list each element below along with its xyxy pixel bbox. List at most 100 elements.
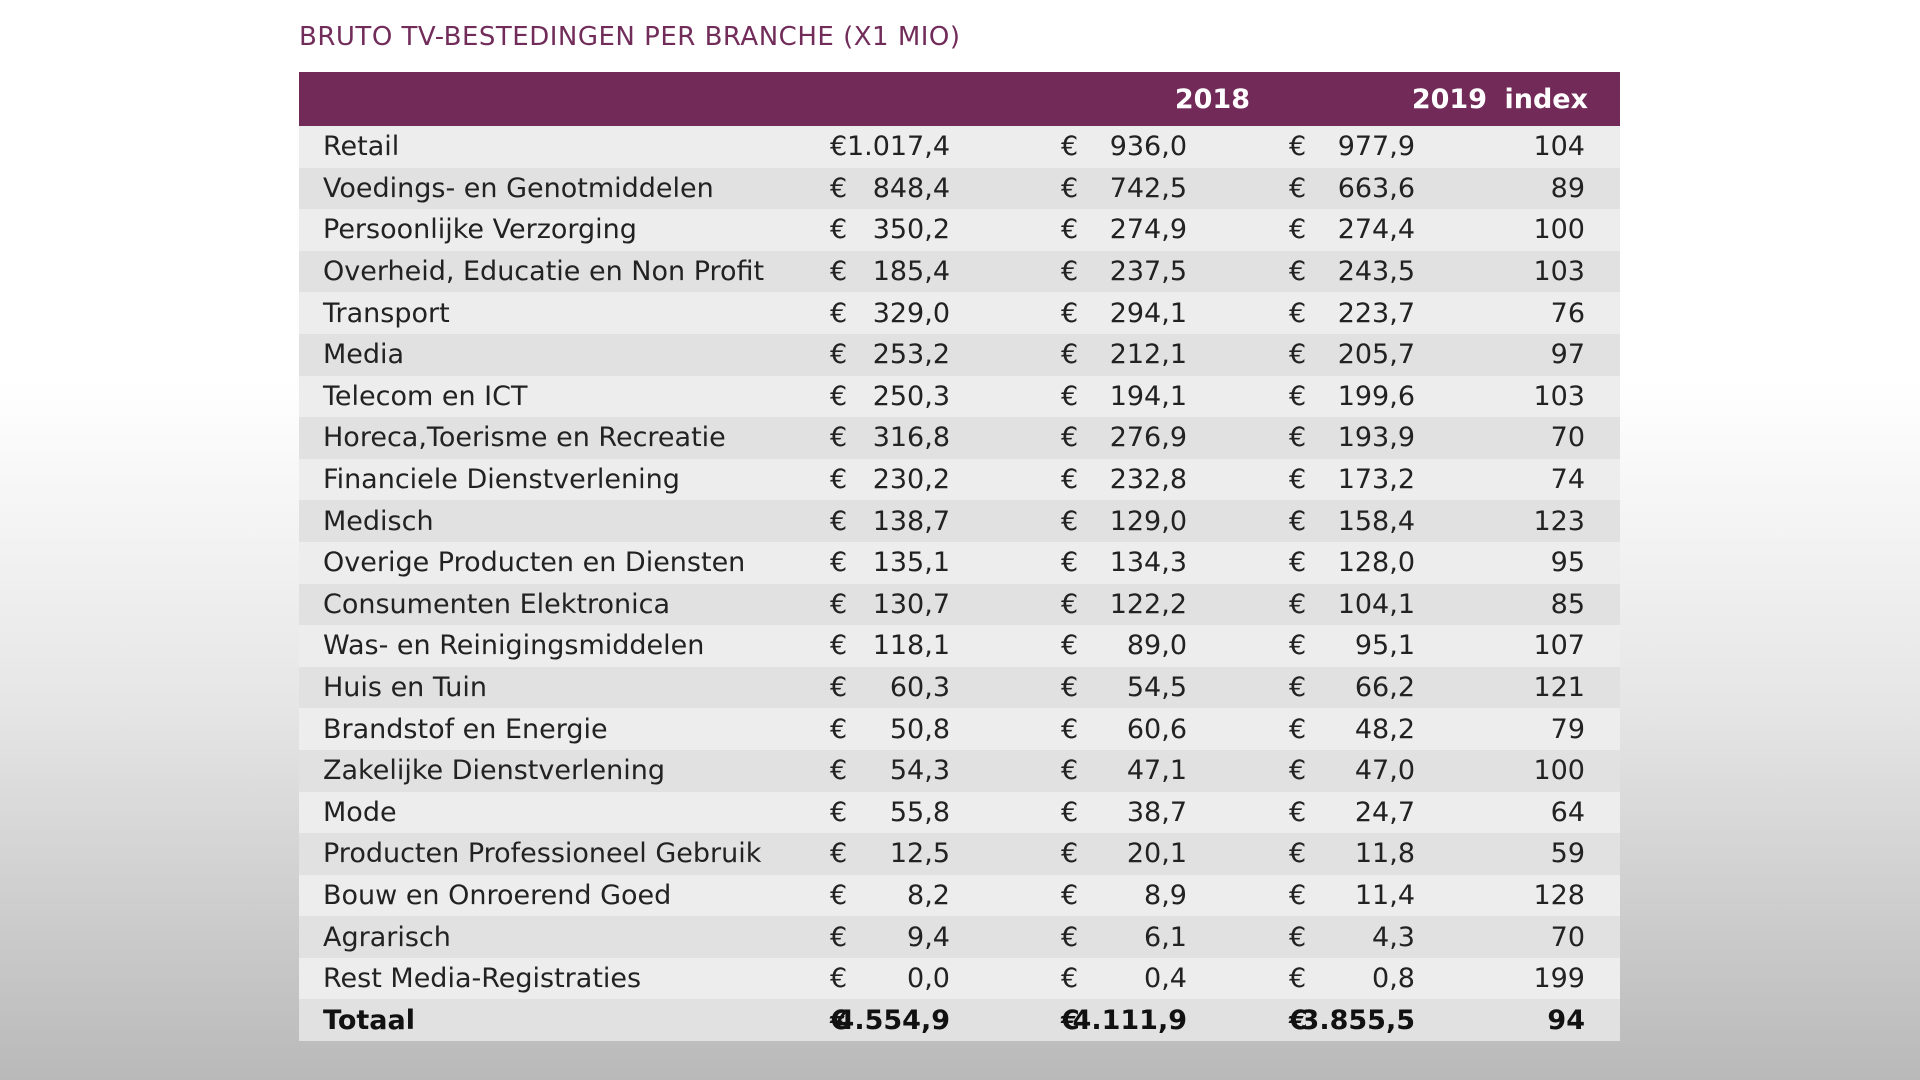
branche-label: Horeca,Toerisme en Recreatie [323,422,726,454]
currency-symbol: € [1289,1004,1308,1036]
currency-symbol: € [1289,796,1307,828]
branche-label: Media [323,339,405,371]
value-2018: 316,8 [872,422,950,454]
currency-symbol: € [830,464,848,496]
value-2018: 350,2 [872,214,950,246]
currency-symbol: € [1061,214,1079,246]
branche-label: Medisch [323,505,434,537]
value-2019: 129,0 [1109,505,1187,537]
branche-label: Voedings- en Genotmiddelen [323,172,714,204]
value-2020: 4,3 [1372,921,1415,953]
table-row: Persoonlijke Verzorging €350,2 €274,9 €274,… [299,209,1620,251]
currency-symbol: € [1289,505,1307,537]
table-row: Was- en Reinigingsmiddelen €118,1 €89,0 €95… [299,625,1620,667]
table-header: 2018 2019 2020 index [299,72,1715,126]
branche-label: Huis en Tuin [323,672,487,704]
index-value: 107 [1533,630,1585,662]
value-2020: 11,4 [1354,879,1415,911]
value-2018: 138,7 [872,505,950,537]
currency-symbol: € [830,256,848,288]
table-row: Overheid, Educatie en Non Profit €185,4 €2… [299,250,1620,293]
index-value: 128 [1533,879,1585,911]
table-row: Media €253,2 €212,1 €205,7 97 [299,333,1620,376]
currency-symbol: € [1289,921,1307,953]
branche-label: Overheid, Educatie en Non Profit [323,256,765,288]
currency-symbol: € [1289,963,1307,995]
value-2018: 135,1 [872,547,950,579]
value-2018: 0,0 [907,963,950,995]
index-value: 100 [1533,214,1585,246]
currency-symbol: € [1289,713,1307,745]
currency-symbol: € [1289,672,1307,704]
index-value: 100 [1533,755,1585,787]
table-row: Huis en Tuin €60,3 €54,5 €66,2 121 [299,666,1620,709]
value-2018: 12,5 [889,838,950,870]
table-title: BRUTO TV-BESTEDINGEN PER BRANCHE (X1 MIO… [299,22,961,52]
value-2019: 212,1 [1109,339,1187,371]
index-value: 76 [1550,297,1585,329]
currency-symbol: € [830,339,848,371]
table-row: Zakelijke Dienstverlening €54,3 €47,1 €47,0… [299,749,1620,792]
branche-label: Persoonlijke Verzorging [323,214,637,246]
currency-symbol: € [1061,380,1079,412]
branche-label: Retail [323,131,400,163]
currency-symbol: € [830,131,848,163]
value-2018: 60,3 [889,672,950,704]
currency-symbol: € [1061,464,1079,496]
value-2020: 128,0 [1337,547,1415,579]
currency-symbol: € [830,1004,849,1036]
currency-symbol: € [830,713,848,745]
branche-label: Consumenten Elektronica [323,588,671,620]
currency-symbol: € [1289,838,1307,870]
currency-symbol: € [1061,796,1079,828]
currency-symbol: € [830,630,848,662]
currency-symbol: € [1061,755,1079,787]
value-2018: 230,2 [872,464,950,496]
value-2019: 232,8 [1109,464,1187,496]
currency-symbol: € [1061,879,1079,911]
table-total-row: Totaal €4.554,9 €4.111,9 €3.855,5 94 [299,999,1620,1042]
index-value: 97 [1550,339,1585,371]
index-value: 89 [1550,172,1585,204]
value-2019: 20,1 [1126,838,1187,870]
currency-symbol: € [1061,963,1079,995]
branche-label: Producten Professioneel Gebruik [323,838,762,870]
index-value: 121 [1533,672,1585,704]
currency-symbol: € [1061,547,1079,579]
value-2019: 38,7 [1126,796,1187,828]
currency-symbol: € [830,214,848,246]
index-value: 70 [1550,422,1585,454]
value-2018: 50,8 [889,713,950,745]
currency-symbol: € [830,838,848,870]
index-value: 199 [1533,963,1585,995]
index-value: 59 [1550,838,1585,870]
currency-symbol: € [1289,297,1307,329]
value-2019: 60,6 [1126,713,1187,745]
index-value: 79 [1550,713,1585,745]
value-2018: 4.554,9 [835,1004,950,1036]
value-2019: 47,1 [1126,755,1187,787]
index-value: 104 [1533,131,1585,163]
branche-label: Mode [323,796,397,828]
table-row: Financiele Dienstverlening €230,2 €232,8 €1… [299,458,1620,501]
currency-symbol: € [1289,879,1307,911]
value-2019: 6,1 [1144,921,1187,953]
value-2020: 243,5 [1337,256,1415,288]
value-2018: 130,7 [872,588,950,620]
branche-label: Bouw en Onroerend Goed [323,879,672,911]
spending-table: 2018 2019 2020 index Retail €1.017,4 €936,… [299,72,1715,1042]
table-row: Transport €329,0 €294,1 €223,7 76 [299,292,1620,334]
value-2018: 54,3 [889,755,950,787]
value-2018: 8,2 [907,879,950,911]
value-2019: 274,9 [1109,214,1187,246]
currency-symbol: € [830,921,848,953]
value-2020: 24,7 [1354,796,1415,828]
value-2019: 936,0 [1109,131,1187,163]
table-row: Mode €55,8 €38,7 €24,7 64 [299,791,1620,834]
branche-label: Zakelijke Dienstverlening [323,755,666,787]
value-2020: 223,7 [1337,297,1415,329]
branche-label: Rest Media-Registraties [323,963,642,995]
currency-symbol: € [1061,921,1079,953]
currency-symbol: € [830,963,848,995]
value-2019: 0,4 [1144,963,1187,995]
